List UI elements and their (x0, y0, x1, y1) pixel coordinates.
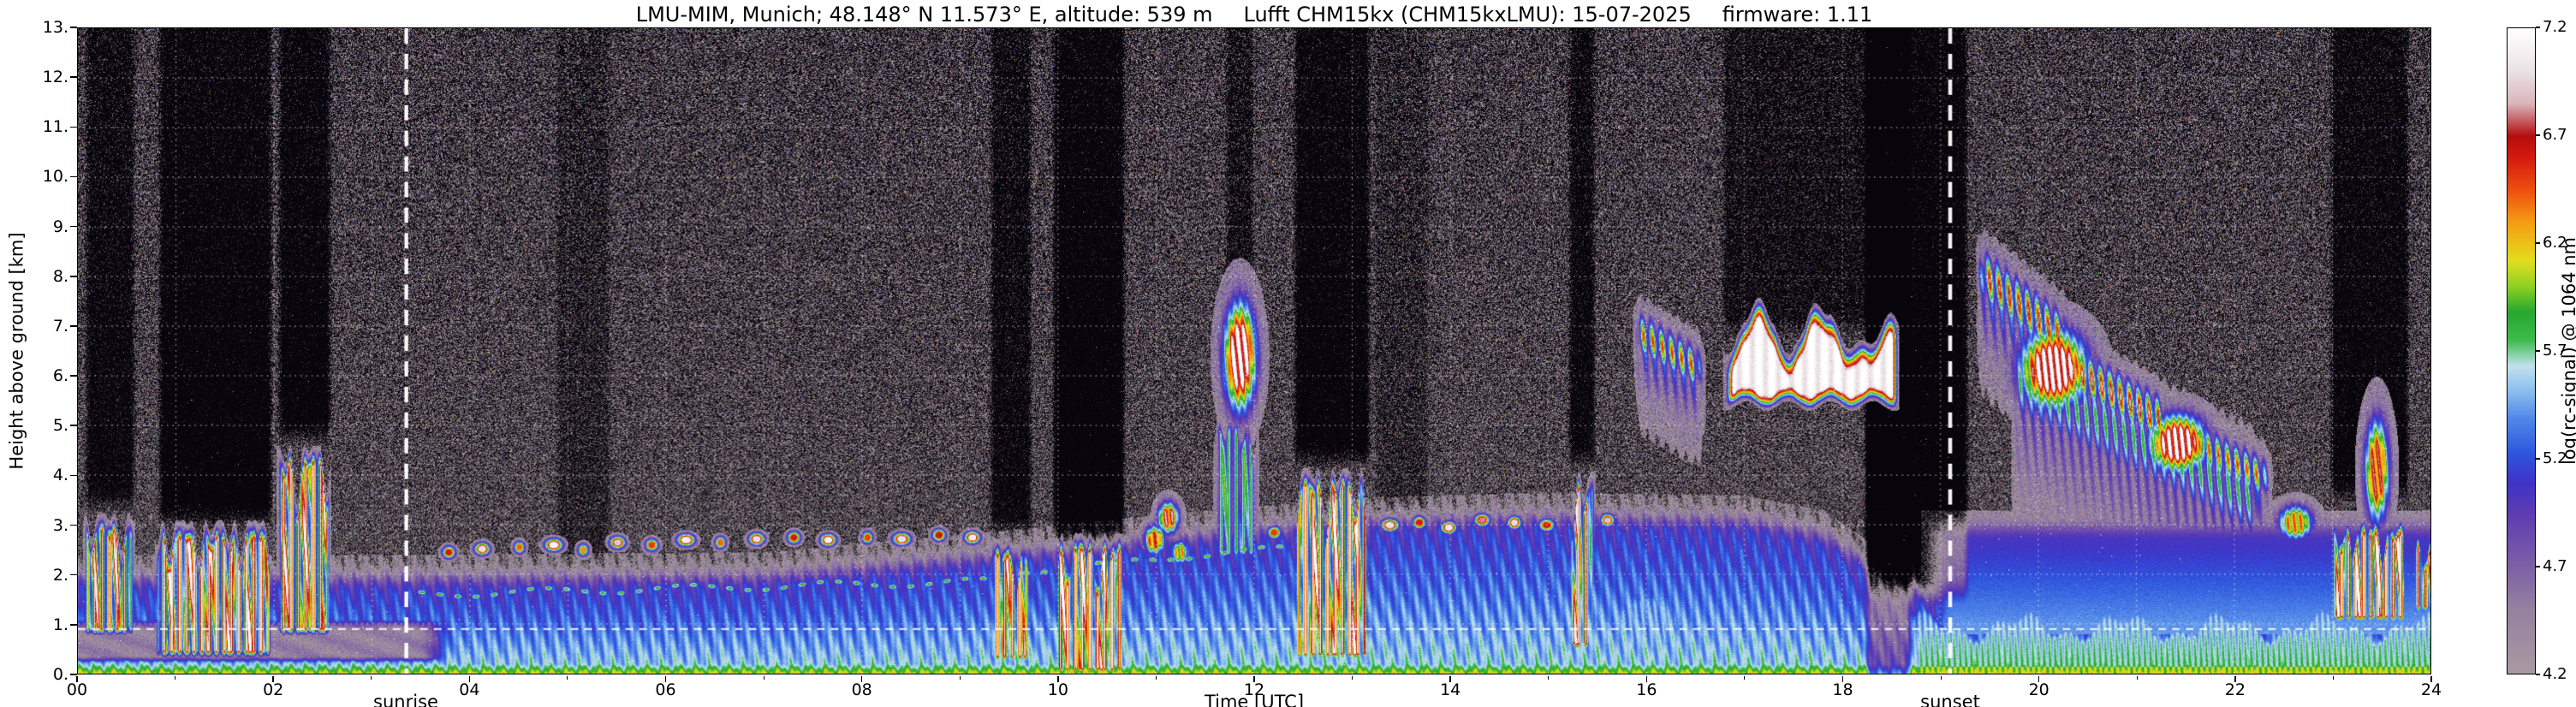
y-tick-label: 11. (42, 117, 68, 137)
x-axis-label: Time [UTC] (1204, 692, 1305, 707)
x-tick-label: 08 (851, 680, 872, 699)
x-minor-tick-mark (2136, 675, 2138, 680)
x-minor-tick-mark (1940, 675, 1942, 680)
y-tick-mark (70, 674, 77, 675)
colorbar-tick-label: 5.2 (2543, 449, 2567, 467)
y-tick-mark (70, 474, 77, 477)
colorbar-tick-mark (2536, 242, 2540, 244)
colorbar-tick-label: 6.7 (2543, 126, 2567, 144)
sunset-label: sunset (1920, 692, 1980, 707)
x-tick-mark (1253, 675, 1255, 682)
colorbar-tick-mark (2536, 134, 2540, 136)
y-tick-label: 6. (52, 366, 68, 386)
y-tick-label: 5. (52, 416, 68, 436)
x-minor-tick-mark (1744, 675, 1746, 680)
colorbar-tick-mark (2536, 566, 2540, 567)
y-tick-mark (70, 276, 77, 277)
sunrise-label: sunrise (373, 692, 438, 707)
y-tick-mark (70, 325, 77, 327)
colorbar-canvas (2508, 28, 2535, 674)
x-tick-mark (860, 675, 863, 682)
y-tick-label: 2. (52, 565, 68, 585)
x-tick-label: 20 (2028, 680, 2049, 699)
x-tick-mark (1449, 675, 1451, 682)
x-minor-tick-mark (2332, 675, 2334, 680)
y-tick-mark (70, 425, 77, 426)
x-tick-mark (2234, 675, 2236, 682)
x-minor-tick-mark (175, 675, 176, 680)
x-minor-tick-mark (1352, 675, 1353, 680)
y-tick-label: 13. (42, 18, 68, 37)
y-tick-mark (70, 175, 77, 178)
x-tick-mark (272, 675, 274, 682)
x-minor-tick-mark (959, 675, 961, 680)
y-tick-label: 1. (52, 615, 68, 634)
colorbar-tick-label: 7.2 (2543, 18, 2567, 36)
x-tick-label: 18 (1832, 680, 1853, 699)
title-instrument: Lufft CHM15kx (CHM15kxLMU): 15-07-2025 (1243, 3, 1692, 27)
plot-title: LMU-MIM, Munich; 48.148° N 11.573° E, al… (77, 3, 2431, 27)
x-tick-label: 02 (263, 680, 284, 699)
title-station: LMU-MIM, Munich; 48.148° N 11.573° E, al… (635, 3, 1213, 27)
x-tick-label: 00 (66, 680, 88, 699)
x-tick-label: 10 (1047, 680, 1068, 699)
y-tick-mark (70, 573, 77, 576)
y-tick-label: 7. (52, 316, 68, 336)
x-tick-label: 12 (1243, 680, 1265, 699)
colorbar (2507, 27, 2536, 674)
x-minor-tick-mark (1155, 675, 1157, 680)
title-firmware: firmware: 1.11 (1722, 3, 1873, 27)
x-tick-label: 06 (655, 680, 676, 699)
x-tick-mark (664, 675, 667, 682)
plot-area (77, 27, 2431, 674)
y-tick-mark (70, 524, 77, 526)
x-tick-label: 04 (459, 680, 480, 699)
x-tick-mark (2430, 675, 2432, 682)
y-tick-label: 12. (42, 68, 68, 87)
colorbar-tick-label: 6.2 (2543, 234, 2567, 252)
y-tick-label: 10. (42, 167, 68, 187)
x-tick-mark (2038, 675, 2040, 682)
heatmap-canvas (78, 28, 2430, 674)
x-tick-mark (1645, 675, 1648, 682)
x-minor-tick-mark (567, 675, 568, 680)
y-tick-mark (70, 225, 77, 228)
x-minor-tick-mark (1548, 675, 1550, 680)
colorbar-tick-label: 4.2 (2543, 665, 2567, 683)
y-tick-label: 9. (52, 217, 68, 236)
y-tick-mark (70, 624, 77, 626)
y-tick-mark (70, 27, 77, 28)
y-tick-mark (70, 76, 77, 78)
colorbar-tick-mark (2536, 27, 2540, 28)
y-tick-mark (70, 126, 77, 128)
y-tick-label: 8. (52, 266, 68, 286)
x-tick-label: 14 (1440, 680, 1461, 699)
colorbar-tick-mark (2536, 350, 2540, 352)
y-axis-label-text: Height above ground [km] (7, 232, 27, 470)
colorbar-tick-label: 4.7 (2543, 557, 2567, 575)
x-minor-tick-mark (371, 675, 372, 680)
y-tick-label: 0. (52, 665, 68, 684)
colorbar-tick-label: 5.7 (2543, 342, 2567, 359)
x-tick-label: 22 (2224, 680, 2246, 699)
x-tick-mark (1841, 675, 1844, 682)
colorbar-tick-mark (2536, 674, 2540, 675)
x-tick-label: 24 (2420, 680, 2442, 699)
y-tick-label: 4. (52, 466, 68, 485)
x-tick-mark (468, 675, 471, 682)
x-tick-mark (1057, 675, 1059, 682)
colorbar-tick-mark (2536, 458, 2540, 460)
y-tick-label: 3. (52, 515, 68, 535)
x-tick-mark (76, 675, 78, 682)
x-tick-label: 16 (1636, 680, 1657, 699)
y-tick-mark (70, 375, 77, 377)
